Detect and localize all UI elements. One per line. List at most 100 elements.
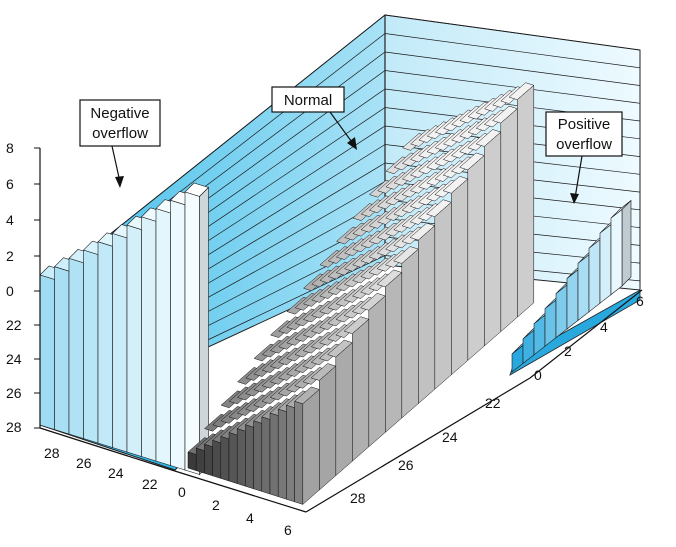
normal-bar-front xyxy=(294,400,304,505)
tick-label: 6 xyxy=(6,176,14,192)
negative-bar-front xyxy=(126,224,142,457)
wall-gridline xyxy=(384,70,641,104)
tick-label: 26 xyxy=(76,455,92,471)
bottom-front-axis xyxy=(177,471,307,513)
normal-bar-front xyxy=(195,447,205,474)
positive-bar-front xyxy=(555,284,568,339)
callout-positive-overflow: Positive overflow xyxy=(545,111,623,204)
tick-label: 26 xyxy=(398,457,414,473)
callout-box xyxy=(271,86,345,113)
callout-text: overflow xyxy=(556,136,612,153)
arrow-head xyxy=(570,193,579,204)
wall-gridline xyxy=(384,51,641,86)
callout-arrow xyxy=(111,145,121,183)
normal-bar-front xyxy=(277,408,287,500)
normal-bar-side xyxy=(451,178,469,376)
tick-label: 28 xyxy=(44,445,60,461)
tick-label: 2 xyxy=(212,497,220,513)
negative-bar-front xyxy=(170,199,186,471)
callout-arrow xyxy=(574,155,583,199)
normal-bar-front xyxy=(253,420,263,492)
tick-label: 24 xyxy=(108,465,124,481)
normal-bars xyxy=(187,82,535,505)
normal-bar-front xyxy=(204,443,213,477)
arrow-head xyxy=(347,137,357,150)
callout-text: overflow xyxy=(92,125,148,142)
tick-label: 26 xyxy=(6,385,22,401)
positive-bar-front xyxy=(566,269,579,330)
tick-label: 0 xyxy=(534,367,542,383)
normal-bar-front xyxy=(212,439,222,479)
callout-arrow xyxy=(329,111,355,146)
normal-bar-front xyxy=(269,412,279,497)
negative-bar-front xyxy=(39,274,55,430)
normal-bar-side xyxy=(319,365,337,491)
right-depth-tick-labels: 22 24 26 28 xyxy=(350,395,501,506)
positive-bar-front xyxy=(577,254,590,322)
tick-label: 28 xyxy=(350,490,366,506)
right-depth-axis xyxy=(305,377,531,513)
callout-box xyxy=(545,111,623,157)
normal-bar-front xyxy=(236,428,246,487)
tick-label: 2 xyxy=(564,343,572,359)
tick-label: 22 xyxy=(6,317,22,333)
callout-negative-overflow: Negative overflow xyxy=(79,99,161,188)
tick-label: 0 xyxy=(178,484,186,500)
negative-overflow-bars xyxy=(39,182,210,476)
positive-overflow-bars xyxy=(511,199,632,373)
normal-bar-side xyxy=(484,131,502,347)
normal-bar-side xyxy=(401,248,419,419)
tick-label: 4 xyxy=(600,319,608,335)
negative-bar-front xyxy=(184,191,200,475)
wall-gridline xyxy=(384,33,641,69)
normal-bar-side xyxy=(302,388,320,505)
normal-bar-front xyxy=(228,432,238,484)
positive-bar-front xyxy=(610,208,623,296)
normal-bar-side xyxy=(385,271,403,433)
tick-label: 6 xyxy=(636,293,644,309)
positive-bar-front xyxy=(588,239,601,313)
axes xyxy=(34,147,643,513)
positive-bar-side xyxy=(621,199,632,287)
negative-bar-side xyxy=(199,186,209,476)
normal-bar-side xyxy=(352,318,370,462)
normal-bar-front xyxy=(187,451,197,471)
left-vertical-tick-labels: 8 6 4 2 0 22 24 26 28 xyxy=(6,140,22,435)
negative-bar-front xyxy=(54,266,70,435)
negative-bar-front xyxy=(112,233,128,453)
tick-label: 4 xyxy=(6,212,14,228)
tick-label: 22 xyxy=(485,395,501,411)
normal-bar-front xyxy=(220,436,230,482)
negative-bar-front xyxy=(141,216,157,462)
negative-bar-front xyxy=(83,249,99,444)
tick-label: 24 xyxy=(6,351,22,367)
right-far-axis xyxy=(529,289,643,379)
normal-bar-front xyxy=(261,416,271,495)
callout-text: Negative xyxy=(90,105,149,122)
negative-bar-front xyxy=(68,257,84,439)
normal-bar-side xyxy=(368,295,386,448)
tick-label: 6 xyxy=(284,522,292,538)
normal-bar-side xyxy=(418,225,436,405)
normal-bar-front xyxy=(245,424,254,490)
positive-bar-front xyxy=(599,223,612,304)
wall-gridline xyxy=(384,14,641,51)
tick-label: 22 xyxy=(142,476,158,492)
right-far-tick-labels: 0 2 4 6 xyxy=(534,293,644,383)
tick-label: 24 xyxy=(442,429,458,445)
callout-text: Normal xyxy=(284,92,332,109)
bottom-front-tick-labels: 0 2 4 6 xyxy=(178,484,292,538)
callout-normal: Normal xyxy=(271,86,357,150)
tick-label: 0 xyxy=(6,283,14,299)
tick-label: 4 xyxy=(246,510,254,526)
normal-bar-side xyxy=(517,84,535,318)
normal-bar-side xyxy=(500,108,518,333)
normal-bar-side xyxy=(434,201,452,390)
bottom-left-tick-labels: 28 26 24 22 xyxy=(44,445,158,492)
callout-box xyxy=(79,99,161,147)
tick-label: 28 xyxy=(6,419,22,435)
tick-label: 2 xyxy=(6,248,14,264)
normal-bar-front xyxy=(286,404,295,503)
arrow-head xyxy=(115,176,124,188)
